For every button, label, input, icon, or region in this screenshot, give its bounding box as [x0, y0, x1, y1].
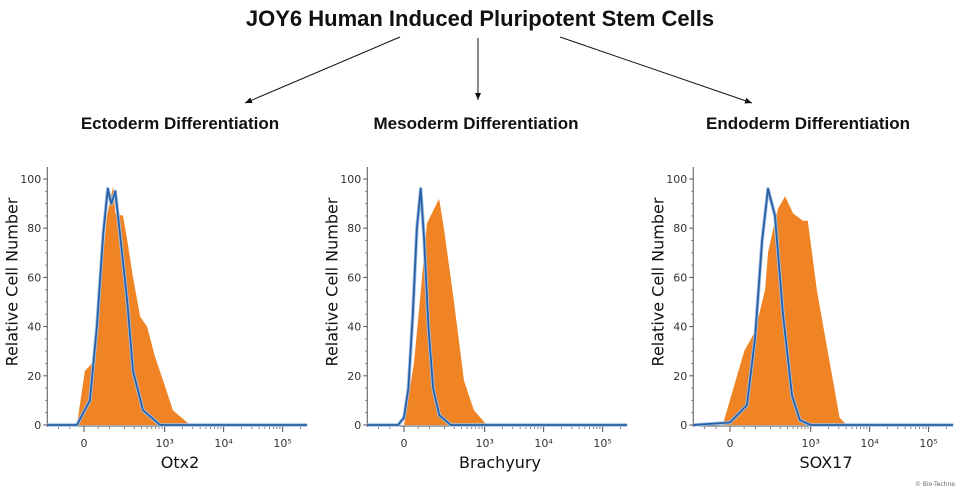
x-tick-label: 10⁵	[593, 437, 611, 450]
y-tick-label: 80	[673, 222, 687, 235]
y-tick-label: 20	[347, 370, 361, 383]
x-tick-label: 10³	[155, 437, 173, 450]
x-tick-label: 10³	[801, 437, 819, 450]
y-tick-label: 0	[354, 419, 361, 432]
y-tick-label: 0	[680, 419, 687, 432]
y-tick-label: 80	[27, 222, 41, 235]
histogram-panel-mesoderm: 0 20 40 60 80 100 0 10³ 10⁴ 10⁵ Brachyury Relative …	[322, 167, 628, 472]
histogram-panel-ectoderm: 0 20 40 60 80 100 0 10³ 10⁴ 10⁵ Otx2 Relative Cell …	[2, 167, 308, 472]
control-histogram-line	[47, 187, 308, 426]
y-tick-label: 20	[673, 370, 687, 383]
histogram-panel-endoderm: 0 20 40 60 80 100 0 10³ 10⁴ 10⁵ SOX17 Relative Cell…	[648, 167, 954, 472]
y-tick-label: 100	[666, 173, 687, 186]
y-axis-label: Relative Cell Number	[648, 197, 667, 366]
x-axis-label: Brachyury	[459, 453, 541, 472]
panel-title-ectoderm: Ectoderm Differentiation	[81, 114, 279, 133]
panel-title-mesoderm: Mesoderm Differentiation	[374, 114, 579, 133]
y-tick-label: 80	[347, 222, 361, 235]
y-tick-label: 60	[673, 271, 687, 284]
control-histogram-line	[693, 187, 954, 426]
y-tick-label: 100	[20, 173, 41, 186]
copyright: © Bio-Techne	[915, 481, 955, 488]
y-tick-label: 40	[673, 321, 687, 334]
x-tick-label: 10³	[475, 437, 493, 450]
y-tick-label: 20	[27, 370, 41, 383]
y-tick-label: 60	[347, 271, 361, 284]
sample-histogram-area	[76, 186, 191, 425]
y-tick-label: 100	[340, 173, 361, 186]
control-histogram-glow	[367, 187, 628, 427]
x-tick-label: 0	[401, 437, 408, 450]
x-tick-label: 10⁵	[919, 437, 937, 450]
arrow-ectoderm	[244, 36, 401, 104]
y-tick-label: 60	[27, 271, 41, 284]
x-tick-label: 10⁵	[273, 437, 291, 450]
y-tick-label: 0	[34, 419, 41, 432]
y-axis-label: Relative Cell Number	[2, 197, 21, 366]
control-histogram-line	[367, 187, 628, 426]
panel-title-endoderm: Endoderm Differentiation	[706, 114, 910, 133]
sample-histogram-area	[722, 196, 847, 425]
x-tick-label: 10⁴	[860, 437, 879, 450]
y-tick-label: 40	[27, 321, 41, 334]
x-tick-label: 0	[81, 437, 88, 450]
x-tick-label: 10⁴	[214, 437, 233, 450]
x-axis-label: SOX17	[799, 453, 852, 472]
x-axis-label: Otx2	[161, 453, 200, 472]
arrow-endoderm	[559, 36, 753, 104]
x-tick-label: 10⁴	[534, 437, 553, 450]
figure-title: JOY6 Human Induced Pluripotent Stem Cell…	[246, 6, 714, 31]
y-axis-label: Relative Cell Number	[322, 197, 341, 366]
y-tick-label: 40	[347, 321, 361, 334]
x-tick-label: 0	[727, 437, 734, 450]
